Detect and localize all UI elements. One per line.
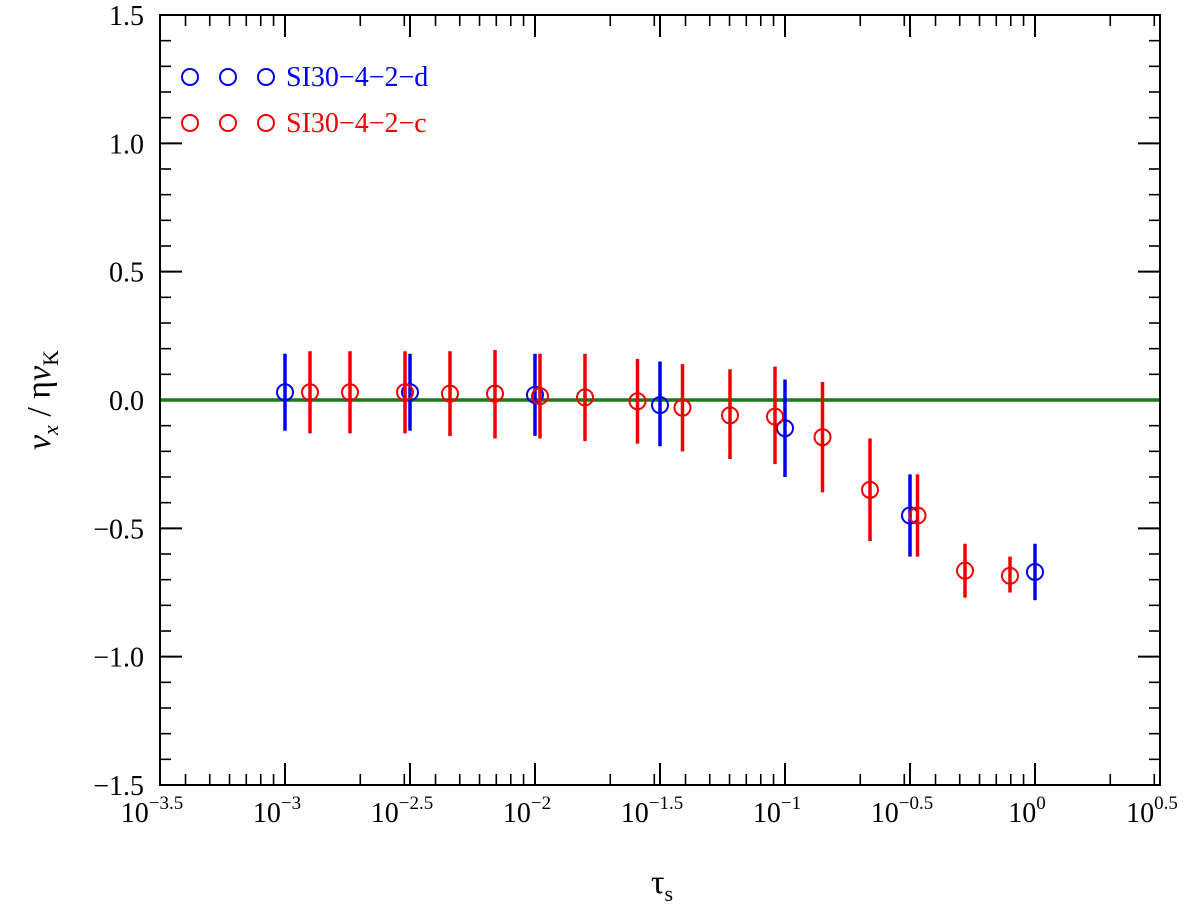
y-tick-label: −1.0 (93, 643, 144, 674)
y-tick-label: −1.5 (93, 771, 144, 802)
data-point (396, 383, 414, 402)
y-tick-label: 0.0 (109, 386, 144, 417)
series-layer (276, 349, 1044, 601)
y-tick-labels: 1.5 1.0 0.5 0.0 −0.5 −1.0 −1.5 (93, 1, 144, 802)
series-2 (301, 349, 1019, 598)
data-point (776, 419, 794, 438)
axis-ticks (159, 14, 1161, 786)
legend-marker (181, 68, 199, 86)
x-tick-label: 10−3 (253, 793, 301, 829)
x-tick-labels: 10−3.5 10−3 10−2.5 10−2 10−1.5 10−1 10−0.5 100 1… (121, 793, 1178, 829)
plot-frame (159, 14, 1161, 786)
series-1 (276, 353, 1044, 601)
x-tick-label: 10−3.5 (121, 793, 183, 829)
x-tick-label: 10−2.5 (371, 793, 433, 829)
legend-marker (257, 68, 275, 86)
legend-marker (219, 114, 237, 132)
data-point (766, 407, 784, 426)
data-point (861, 480, 879, 499)
x-tick-label: 10−1.5 (621, 793, 683, 829)
y-tick-label: 0.5 (109, 258, 144, 289)
data-point (721, 406, 739, 425)
data-point (908, 506, 927, 525)
data-point (956, 561, 974, 580)
x-tick-label: 10−1 (753, 793, 801, 829)
data-point (673, 398, 692, 417)
legend: SI30−4−2−d SI30−4−2−c (181, 62, 428, 139)
y-tick-label: 1.5 (109, 1, 144, 32)
x-axis-title: τs (651, 864, 673, 906)
data-point (441, 384, 459, 403)
legend-marker (257, 114, 275, 132)
data-point (276, 383, 294, 402)
data-point (1026, 562, 1044, 581)
x-tick-label: 10−0.5 (871, 793, 933, 829)
data-point (813, 428, 832, 447)
data-point (1001, 566, 1019, 585)
legend-marker (219, 68, 237, 86)
x-tick-label: 100.5 (1126, 793, 1178, 829)
data-point (531, 387, 549, 406)
y-tick-label: −0.5 (93, 514, 144, 545)
legend-marker (181, 114, 199, 132)
data-point (628, 392, 647, 411)
data-point (651, 396, 669, 415)
data-point (576, 388, 594, 407)
data-point (341, 383, 359, 402)
legend-label: SI30−4−2−d (286, 62, 428, 93)
x-tick-label: 100 (1008, 793, 1046, 829)
data-point (486, 384, 504, 403)
data-point (401, 383, 419, 402)
x-tick-label: 10−2 (503, 793, 551, 829)
y-axis-title: vx / ηvK (21, 350, 63, 450)
x-axis-title-subscript: s (665, 881, 674, 906)
y-tick-label: 1.0 (109, 129, 144, 160)
data-point (301, 383, 319, 402)
legend-label: SI30−4−2−c (286, 108, 427, 139)
